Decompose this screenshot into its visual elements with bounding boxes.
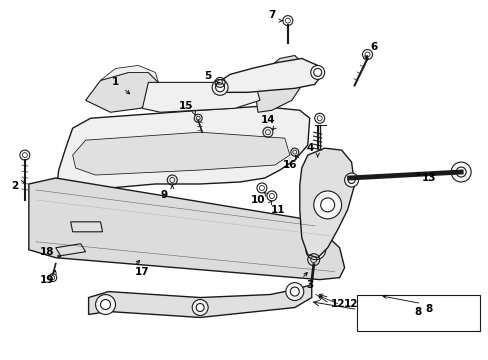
Text: 12: 12 (343, 298, 357, 309)
Text: 2: 2 (11, 181, 19, 191)
Polygon shape (88, 285, 311, 318)
Text: 14: 14 (260, 115, 275, 125)
Text: 15: 15 (179, 101, 193, 111)
Polygon shape (56, 244, 85, 256)
Circle shape (320, 198, 334, 212)
Text: 8: 8 (414, 307, 421, 318)
Text: 12: 12 (330, 298, 344, 309)
Circle shape (310, 66, 324, 80)
Polygon shape (71, 222, 102, 232)
Circle shape (305, 240, 325, 260)
Circle shape (313, 68, 321, 76)
Circle shape (95, 294, 115, 315)
Circle shape (196, 303, 203, 311)
Circle shape (310, 245, 320, 255)
Text: 1: 1 (112, 77, 119, 87)
Circle shape (192, 300, 208, 315)
Circle shape (285, 283, 303, 301)
Circle shape (212, 80, 227, 95)
Text: 6: 6 (369, 41, 376, 51)
Text: 5: 5 (204, 71, 211, 81)
Circle shape (450, 162, 470, 182)
Text: 13: 13 (421, 173, 436, 183)
Circle shape (313, 191, 341, 219)
Text: 8: 8 (425, 305, 432, 315)
Text: 19: 19 (40, 275, 54, 285)
Polygon shape (85, 72, 158, 112)
Polygon shape (218, 58, 321, 92)
Circle shape (455, 167, 465, 177)
Text: 17: 17 (135, 267, 149, 276)
Polygon shape (254, 55, 304, 112)
Polygon shape (142, 82, 260, 112)
Text: 4: 4 (305, 143, 313, 153)
Circle shape (347, 176, 354, 184)
Polygon shape (29, 178, 344, 280)
Circle shape (344, 173, 358, 187)
Text: 10: 10 (250, 195, 264, 205)
Text: 3: 3 (305, 280, 313, 289)
Polygon shape (101, 66, 158, 82)
FancyBboxPatch shape (356, 294, 479, 332)
Text: 7: 7 (267, 10, 275, 20)
Text: 11: 11 (270, 205, 285, 215)
Circle shape (215, 83, 224, 92)
Circle shape (290, 287, 299, 296)
Text: 18: 18 (40, 247, 54, 257)
Polygon shape (299, 148, 354, 258)
Text: 16: 16 (282, 160, 297, 170)
Text: 9: 9 (161, 190, 167, 200)
Polygon shape (73, 132, 289, 175)
Polygon shape (56, 106, 309, 200)
Circle shape (101, 300, 110, 310)
